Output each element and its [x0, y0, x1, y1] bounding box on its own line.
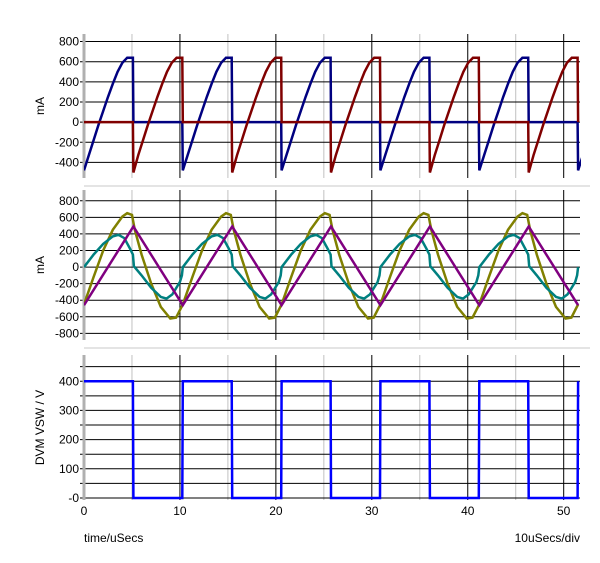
x-tick-label: 20 [269, 504, 283, 518]
y-tick-label: -0 [68, 491, 79, 505]
y-tick-label: -200 [55, 277, 79, 291]
y-tick-label: 200 [59, 243, 79, 257]
y-tick-label: 200 [59, 433, 79, 447]
y-tick-label: 600 [59, 55, 79, 69]
y-tick-label: -400 [55, 155, 79, 169]
y-tick-label: 200 [59, 95, 79, 109]
series-purple-current [84, 224, 580, 308]
y-axis-title: DVM VSW / V [33, 390, 47, 465]
y-tick-label: -800 [55, 326, 79, 340]
x-tick-label: 50 [557, 504, 571, 518]
x-tick-label: 0 [81, 504, 88, 518]
x-scale-label: 10uSecs/div [514, 531, 580, 545]
y-tick-label: 300 [59, 403, 79, 417]
y-tick-label: 600 [59, 210, 79, 224]
y-tick-label: 800 [59, 35, 79, 49]
y-tick-label: 400 [59, 75, 79, 89]
y-tick-label: 400 [59, 374, 79, 388]
y-tick-label: -600 [55, 310, 79, 324]
y-tick-label: 100 [59, 462, 79, 476]
y-tick-label: 400 [59, 227, 79, 241]
series-blue-current [84, 56, 581, 171]
panel-3: -0 100 200 300 400 DVM VSW / V 0 10 20 30 40 50 [33, 355, 580, 518]
x-tick-label: 30 [365, 504, 379, 518]
series-red-current [84, 56, 580, 173]
series-vsw [84, 380, 580, 500]
y-axis-title: mA [33, 256, 47, 274]
x-tick-label: 40 [461, 504, 475, 518]
y-tick-label: 0 [72, 115, 79, 129]
x-tick-label: 10 [173, 504, 187, 518]
y-axis-title: mA [33, 97, 47, 115]
x-axis-title: time/uSecs [84, 531, 144, 545]
y-tick-label: 800 [59, 194, 79, 208]
series-olive-current [84, 211, 580, 320]
panel-2: -800 -600 -400 -200 0 200 400 600 800 mA [33, 190, 590, 349]
y-tick-label: -200 [55, 135, 79, 149]
panel-1: -400 -200 0 200 400 600 800 mA [33, 34, 590, 187]
y-tick-label: -400 [55, 293, 79, 307]
y-tick-label: 0 [72, 260, 79, 274]
